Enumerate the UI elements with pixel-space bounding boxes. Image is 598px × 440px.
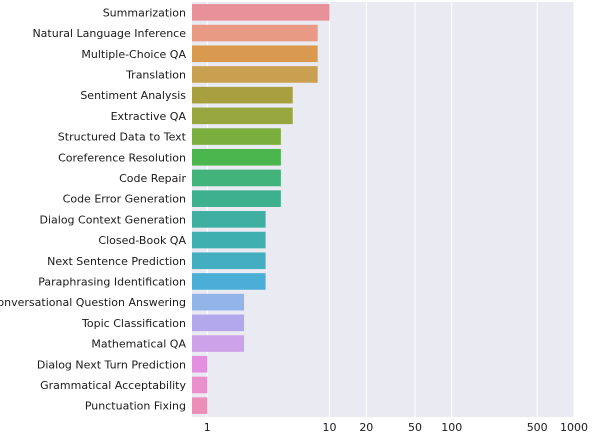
x-tick-label-50: 50	[408, 421, 422, 434]
category-label-code-error-generation: Code Error Generation	[63, 193, 186, 206]
category-label-grammatical-acceptability: Grammatical Acceptability	[40, 379, 186, 392]
category-label-extractive-qa: Extractive QA	[111, 110, 187, 123]
category-label-coreference-resolution: Coreference Resolution	[58, 151, 186, 164]
bar-next-sentence-prediction	[192, 252, 266, 270]
bar-code-repair	[192, 169, 281, 187]
bar-mathematical-qa	[192, 335, 245, 352]
x-tick-label-20: 20	[359, 421, 373, 434]
bar-code-error-generation	[192, 190, 281, 207]
bar-natural-language-inference	[192, 24, 318, 42]
category-label-natural-language-inference: Natural Language Inference	[32, 27, 186, 40]
x-tick-label-500: 500	[527, 421, 548, 434]
bar-extractive-qa	[192, 107, 293, 125]
category-label-sentiment-analysis: Sentiment Analysis	[80, 89, 186, 102]
bar-summarization	[192, 4, 330, 21]
category-label-paraphrasing-identification: Paraphrasing Identification	[38, 275, 186, 288]
x-tick-label-1: 1	[204, 421, 211, 434]
bar-grammatical-acceptability	[192, 376, 208, 394]
bar-topic-classification	[192, 314, 245, 332]
bar-dialog-next-turn-prediction	[192, 355, 208, 373]
category-label-dialog-context-generation: Dialog Context Generation	[40, 213, 187, 226]
bar-conversational-question-answering	[192, 293, 245, 311]
bar-paraphrasing-identification	[192, 273, 266, 290]
category-label-dialog-next-turn-prediction: Dialog Next Turn Prediction	[37, 358, 186, 371]
bar-closed-book-qa	[192, 231, 266, 249]
x-tick-label-10: 10	[323, 421, 337, 434]
category-label-multiple-choice-qa: Multiple-Choice QA	[81, 48, 186, 61]
bar-punctuation-fixing	[192, 397, 208, 414]
x-tick-label-100: 100	[441, 421, 462, 434]
category-label-punctuation-fixing: Punctuation Fixing	[85, 400, 186, 413]
bars	[192, 4, 330, 414]
category-label-topic-classification: Topic Classification	[81, 317, 186, 330]
bar-dialog-context-generation	[192, 211, 266, 228]
bar-structured-data-to-text	[192, 128, 281, 145]
category-label-translation: Translation	[125, 68, 186, 81]
plot-background	[192, 2, 574, 417]
bar-coreference-resolution	[192, 148, 281, 166]
gridlines	[206, 2, 575, 417]
category-label-summarization: Summarization	[103, 6, 186, 19]
bar-translation	[192, 66, 318, 83]
bar-sentiment-analysis	[192, 86, 293, 104]
category-label-code-repair: Code Repair	[119, 172, 186, 185]
bar-multiple-choice-qa	[192, 45, 318, 63]
x-tick-labels: 1 10 20 50 100 500 1000	[204, 421, 588, 434]
category-label-closed-book-qa: Closed-Book QA	[98, 234, 186, 247]
category-label-next-sentence-prediction: Next Sentence Prediction	[47, 255, 186, 268]
category-label-conversational-question-answering: Conversational Question Answering	[0, 296, 186, 309]
category-label-structured-data-to-text: Structured Data to Text	[58, 131, 187, 144]
x-tick-label-1000: 1000	[560, 421, 588, 434]
category-label-mathematical-qa: Mathematical QA	[91, 338, 186, 351]
category-labels: Summarization Natural Language Inference M…	[0, 6, 187, 412]
